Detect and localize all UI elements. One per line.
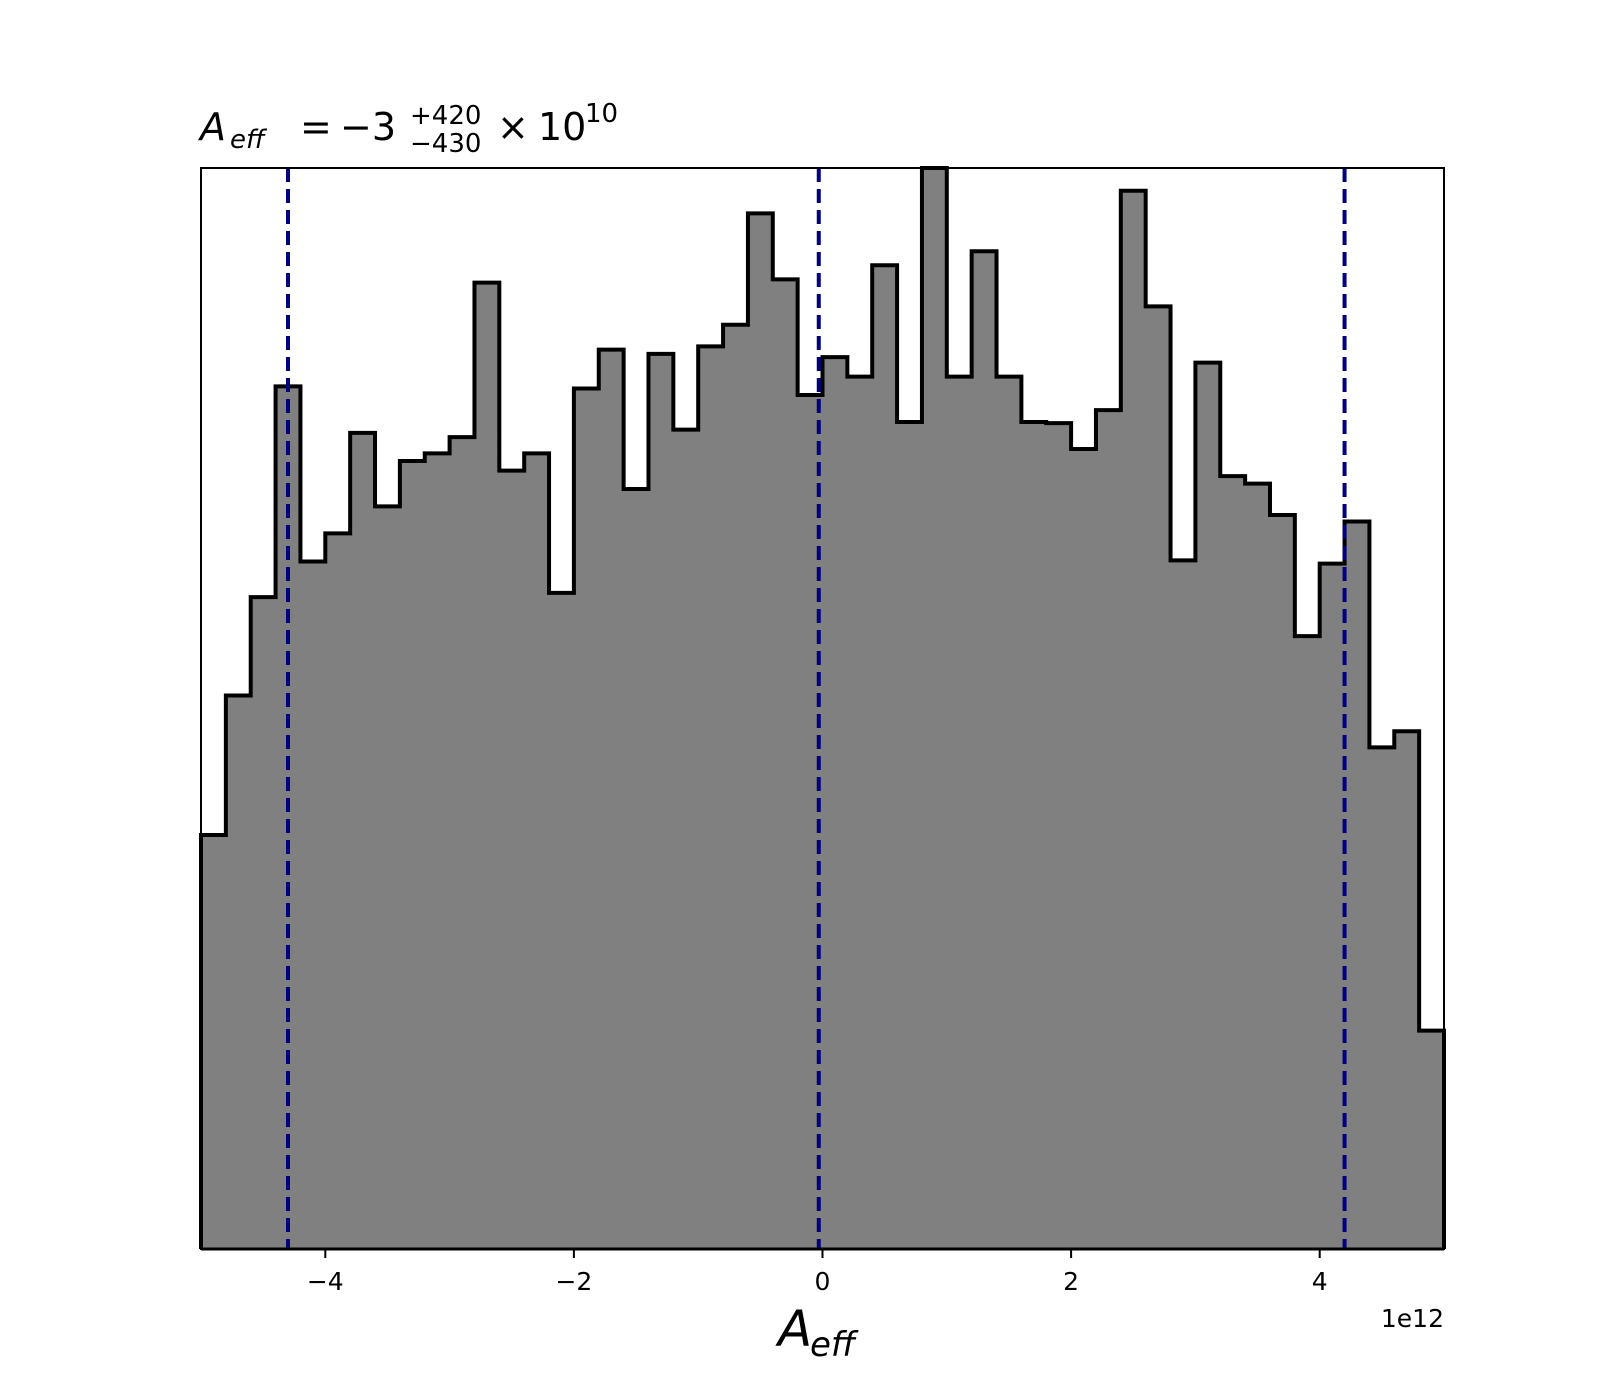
- histogram-bar: [375, 506, 401, 1250]
- x-tick-label: −4: [307, 1267, 344, 1296]
- title-exponent-power: 10: [585, 99, 618, 129]
- histogram-bar: [201, 834, 227, 1249]
- title-median: −3: [340, 105, 396, 149]
- histogram-bar: [847, 376, 873, 1249]
- x-axis-label-main: A: [775, 1300, 812, 1358]
- histogram-bar: [648, 353, 674, 1249]
- histogram-bar: [822, 357, 848, 1249]
- histogram-bar: [1344, 521, 1371, 1249]
- histogram-bar: [399, 460, 426, 1249]
- title-variable: A: [197, 105, 226, 149]
- histogram-bar: [474, 282, 500, 1250]
- histogram-bar: [1419, 1030, 1445, 1249]
- histogram-bar: [1245, 483, 1271, 1249]
- title-variable-subscript: eff: [230, 125, 268, 155]
- x-tick-label: 0: [815, 1267, 831, 1296]
- title-exponent-base: 10: [538, 105, 586, 149]
- histogram-bar: [499, 470, 525, 1249]
- x-axis-ticks: −4 −2 0 2 4: [307, 1249, 1328, 1296]
- title-equals: =: [300, 105, 332, 149]
- histogram-bar: [549, 592, 575, 1249]
- x-tick-label: −2: [555, 1267, 592, 1296]
- histogram-bar: [723, 324, 749, 1249]
- histogram-bar: [1120, 190, 1147, 1250]
- histogram-bar: [1095, 410, 1122, 1249]
- histogram-bar: [225, 695, 252, 1249]
- title-error-minus: −430: [410, 129, 481, 159]
- histogram-bar: [921, 168, 948, 1249]
- histogram-bar: [1046, 423, 1072, 1249]
- histogram-bar: [971, 251, 998, 1250]
- histogram-bar: [325, 533, 351, 1249]
- histogram-bar: [1195, 362, 1221, 1250]
- histogram-bar: [872, 265, 898, 1249]
- histogram-bar: [1319, 563, 1346, 1249]
- title-times: ×: [497, 105, 529, 149]
- histogram-bar: [1021, 422, 1047, 1249]
- histogram-bar: [698, 346, 724, 1249]
- x-tick-label: 2: [1063, 1267, 1079, 1296]
- histogram-step-outline: [199, 166, 1446, 1249]
- histogram-bar: [1220, 476, 1246, 1250]
- x-axis-label: A eff: [775, 1300, 859, 1365]
- histogram-bar: [300, 561, 326, 1249]
- histogram-bar: [623, 489, 650, 1249]
- histogram-bar: [996, 376, 1022, 1249]
- plot-area: [199, 166, 1446, 1250]
- histogram-bar: [524, 453, 550, 1249]
- title-error-plus: +420: [410, 101, 481, 131]
- histogram-bar: [946, 376, 973, 1249]
- histogram-bar: [772, 279, 799, 1250]
- histogram-bar: [1170, 560, 1196, 1249]
- histogram-bar: [747, 213, 774, 1249]
- histogram-bar: [897, 422, 923, 1249]
- histogram-bar: [598, 349, 625, 1249]
- histogram-bar: [350, 432, 376, 1250]
- histogram-bar: [1294, 636, 1321, 1249]
- chart-title: A eff = −3 +420 −430 × 10 10: [197, 99, 618, 159]
- histogram-bar: [250, 597, 277, 1249]
- histogram-bar: [673, 429, 699, 1250]
- histogram-bar: [449, 437, 476, 1249]
- histogram-bar: [1369, 747, 1395, 1249]
- x-axis-label-subscript: eff: [810, 1325, 859, 1365]
- histogram-bar: [1394, 731, 1420, 1249]
- histogram-bar: [424, 453, 451, 1249]
- x-axis-offset-text: 1e12: [1381, 1304, 1444, 1333]
- histogram-bar: [1071, 449, 1097, 1249]
- histogram-bar: [1269, 515, 1296, 1249]
- histogram-bar: [573, 388, 600, 1249]
- x-tick-label: 4: [1312, 1267, 1328, 1296]
- histogram-bar: [1145, 306, 1172, 1249]
